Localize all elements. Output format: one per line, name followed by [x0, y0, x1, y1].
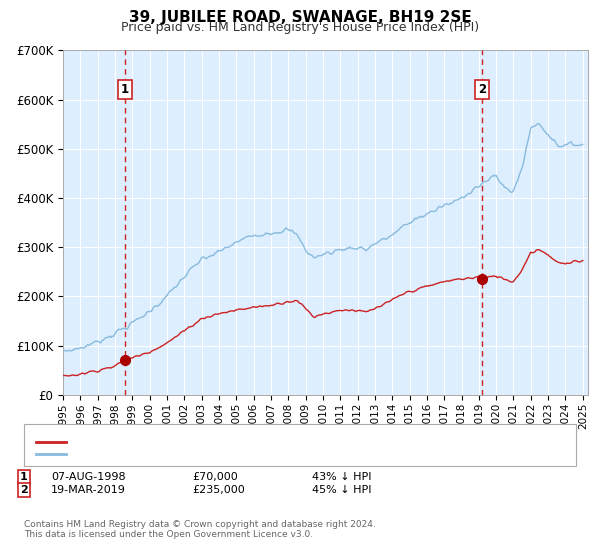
Text: 2: 2 — [478, 83, 486, 96]
Text: Contains HM Land Registry data © Crown copyright and database right 2024.
This d: Contains HM Land Registry data © Crown c… — [24, 520, 376, 539]
Text: £235,000: £235,000 — [192, 485, 245, 495]
Text: 19-MAR-2019: 19-MAR-2019 — [51, 485, 126, 495]
Text: HPI: Average price, detached house, Dorset: HPI: Average price, detached house, Dors… — [75, 449, 314, 459]
Text: Price paid vs. HM Land Registry's House Price Index (HPI): Price paid vs. HM Land Registry's House … — [121, 21, 479, 34]
Text: 2: 2 — [20, 485, 28, 495]
Text: 1: 1 — [20, 472, 28, 482]
Text: 07-AUG-1998: 07-AUG-1998 — [51, 472, 125, 482]
Text: 45% ↓ HPI: 45% ↓ HPI — [312, 485, 371, 495]
Text: 1: 1 — [121, 83, 129, 96]
Text: 39, JUBILEE ROAD, SWANAGE, BH19 2SE (detached house): 39, JUBILEE ROAD, SWANAGE, BH19 2SE (det… — [75, 437, 395, 447]
Text: 39, JUBILEE ROAD, SWANAGE, BH19 2SE: 39, JUBILEE ROAD, SWANAGE, BH19 2SE — [128, 10, 472, 25]
Text: £70,000: £70,000 — [192, 472, 238, 482]
Text: 43% ↓ HPI: 43% ↓ HPI — [312, 472, 371, 482]
